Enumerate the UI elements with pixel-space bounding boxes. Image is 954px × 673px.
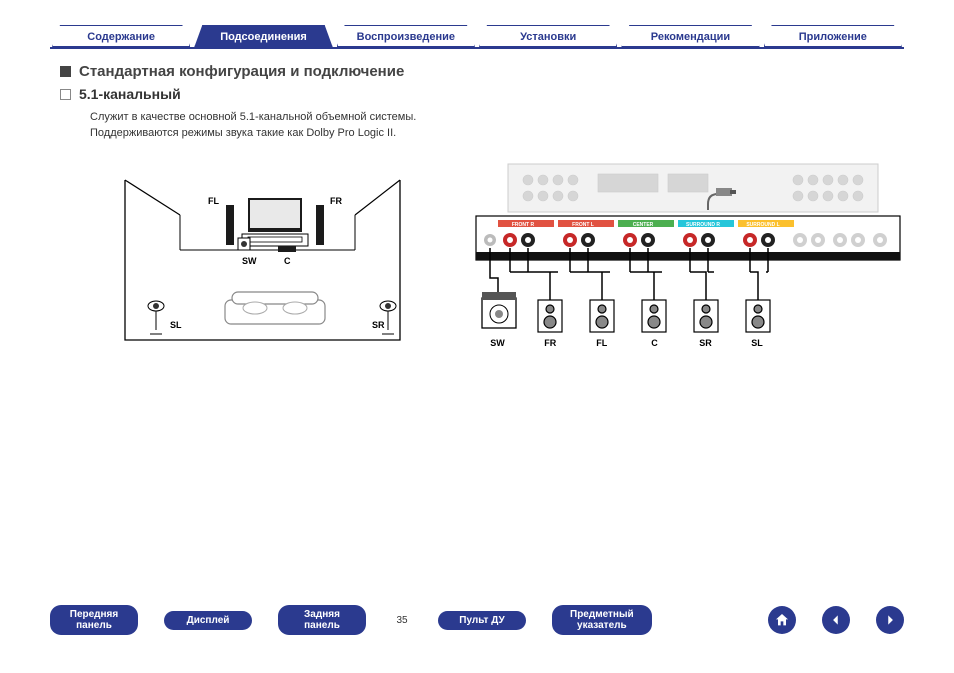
amp-label-sr: SR xyxy=(699,338,712,348)
svg-text:SURROUND R: SURROUND R xyxy=(686,222,720,228)
pill-label: Задняя xyxy=(304,609,340,620)
pill-label: панель xyxy=(304,620,340,631)
room-diagram: FL FR SW C SL SR xyxy=(60,160,408,355)
pill-label: Пульт ДУ xyxy=(459,615,504,626)
amp-label-fl: FL xyxy=(596,338,607,348)
room-label-fr: FR xyxy=(330,196,342,206)
pill-label: Передняя xyxy=(70,609,118,620)
room-label-c: C xyxy=(284,256,291,266)
amp-label-c: C xyxy=(651,338,658,348)
amp-label-sw: SW xyxy=(490,338,505,348)
svg-text:FRONT R: FRONT R xyxy=(512,222,535,228)
svg-text:CENTER: CENTER xyxy=(633,222,654,228)
amp-label-fr: FR xyxy=(544,338,556,348)
room-label-sr: SR xyxy=(372,320,385,330)
bottom-nav: Передняя панель Дисплей Задняя панель 35… xyxy=(0,605,954,635)
pill-remote[interactable]: Пульт ДУ xyxy=(438,611,526,630)
tab-playback[interactable]: Воспроизведение xyxy=(337,25,475,47)
body-text: Служит в качестве основной 5.1-канальной… xyxy=(90,110,894,142)
content-area: Стандартная конфигурация и подключение 5… xyxy=(0,49,954,142)
prev-icon[interactable] xyxy=(822,606,850,634)
heading-main: Стандартная конфигурация и подключение xyxy=(60,63,894,80)
amplifier-diagram: FRONT R FRONT L CENTER SURROUND R SURROU… xyxy=(468,160,894,355)
heading-sub: 5.1-канальный xyxy=(60,86,894,102)
page-number: 35 xyxy=(392,615,412,626)
tab-tips[interactable]: Рекомендации xyxy=(621,25,759,47)
tab-connections[interactable]: Подсоединения xyxy=(194,25,332,47)
next-icon[interactable] xyxy=(876,606,904,634)
body-line2: Поддерживаются режимы звука такие как Do… xyxy=(90,127,396,139)
amp-label-sl: SL xyxy=(751,338,763,348)
svg-text:FRONT L: FRONT L xyxy=(572,222,594,228)
pill-display[interactable]: Дисплей xyxy=(164,611,252,630)
top-tabs: Содержание Подсоединения Воспроизведение… xyxy=(0,0,954,47)
diagrams-row: FL FR SW C SL SR xyxy=(0,160,954,355)
pill-label: указатель xyxy=(577,620,627,631)
pill-index[interactable]: Предметный указатель xyxy=(552,605,652,635)
tab-settings[interactable]: Установки xyxy=(479,25,617,47)
pill-label: Дисплей xyxy=(187,615,230,626)
svg-text:SURROUND L: SURROUND L xyxy=(747,222,780,228)
room-label-sl: SL xyxy=(170,320,182,330)
tab-contents[interactable]: Содержание xyxy=(52,25,190,47)
room-label-sw: SW xyxy=(242,256,257,266)
pill-front-panel[interactable]: Передняя панель xyxy=(50,605,138,635)
pill-label: Предметный xyxy=(570,609,634,620)
home-icon[interactable] xyxy=(768,606,796,634)
tab-appendix[interactable]: Приложение xyxy=(764,25,902,47)
room-label-fl: FL xyxy=(208,196,219,206)
pill-label: панель xyxy=(76,620,112,631)
body-line1: Служит в качестве основной 5.1-канальной… xyxy=(90,111,416,123)
pill-rear-panel[interactable]: Задняя панель xyxy=(278,605,366,635)
